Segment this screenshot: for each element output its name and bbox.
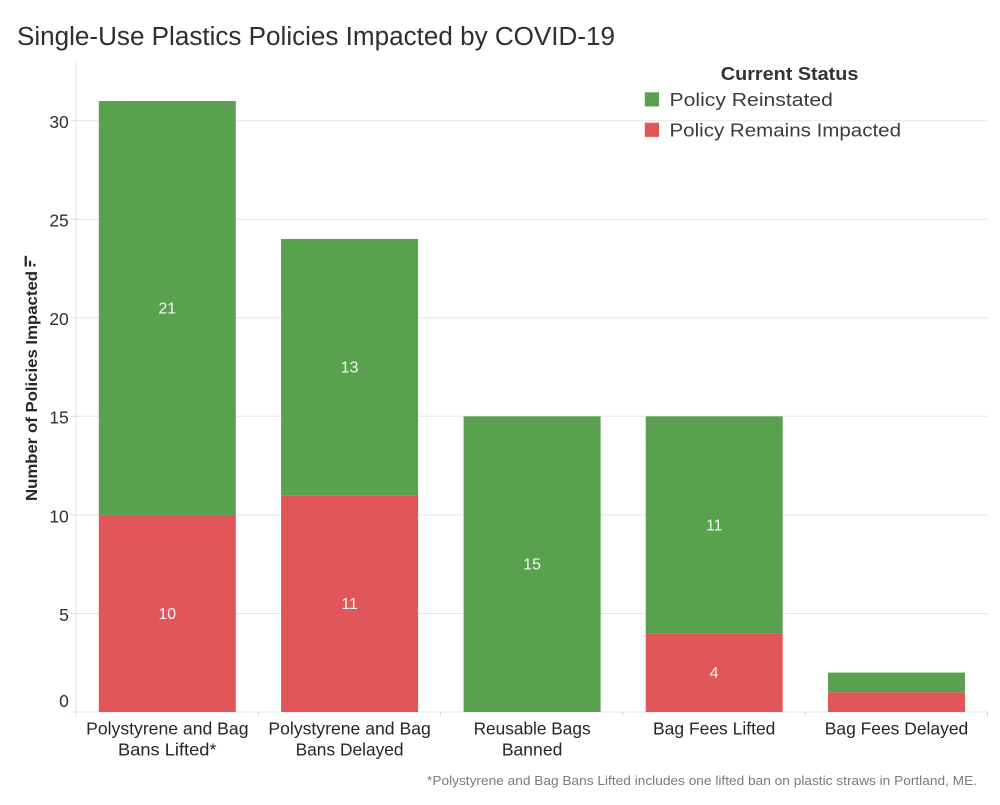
svg-text:Bag Fees Delayed: Bag Fees Delayed: [825, 719, 969, 739]
svg-text:11: 11: [706, 517, 723, 534]
svg-text:10: 10: [49, 506, 69, 526]
svg-text:Bag Fees Lifted: Bag Fees Lifted: [653, 719, 775, 739]
svg-text:Current Status: Current Status: [721, 63, 859, 84]
svg-text:*Polystyrene and Bag Bans Lift: *Polystyrene and Bag Bans Lifted include…: [427, 773, 977, 788]
svg-text:Single-Use Plastics Policies I: Single-Use Plastics Policies Impacted by…: [17, 23, 615, 51]
svg-text:5: 5: [59, 605, 69, 625]
svg-text:Reusable Bags: Reusable Bags: [474, 719, 591, 739]
svg-text:Policy Reinstated: Policy Reinstated: [670, 89, 833, 110]
svg-text:Bans Delayed: Bans Delayed: [296, 739, 404, 759]
svg-text:Banned: Banned: [502, 739, 563, 759]
svg-text:Number of Policies Impacted: Number of Policies Impacted: [24, 271, 41, 501]
svg-text:0: 0: [59, 691, 69, 711]
svg-text:10: 10: [159, 606, 177, 623]
svg-text:Policy Remains Impacted: Policy Remains Impacted: [670, 120, 902, 141]
svg-text:20: 20: [49, 309, 69, 329]
svg-text:13: 13: [341, 360, 359, 377]
svg-text:Polystyrene and Bag: Polystyrene and Bag: [268, 719, 430, 739]
svg-text:Bans Lifted*: Bans Lifted*: [118, 739, 217, 759]
svg-text:15: 15: [49, 408, 68, 428]
svg-text:Polystyrene and Bag: Polystyrene and Bag: [86, 719, 248, 739]
svg-text:15: 15: [523, 557, 541, 574]
svg-text:4: 4: [710, 665, 719, 682]
svg-text:11: 11: [341, 596, 358, 613]
svg-text:21: 21: [159, 300, 177, 317]
svg-text:30: 30: [49, 112, 69, 132]
svg-text:25: 25: [49, 211, 68, 231]
